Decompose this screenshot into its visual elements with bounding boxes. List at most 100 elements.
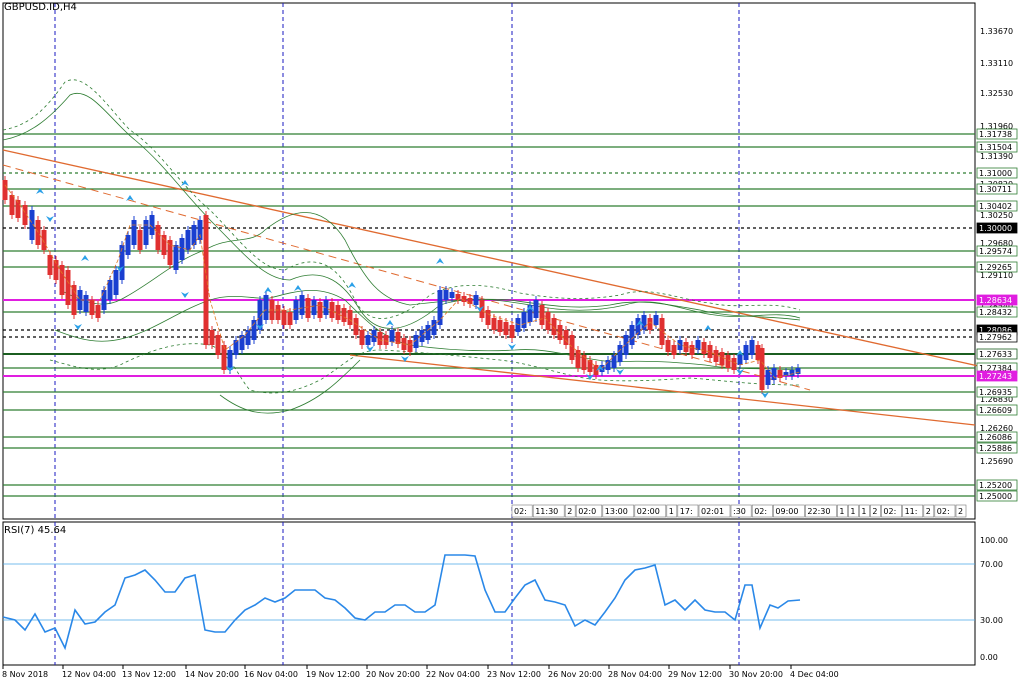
candle	[365, 335, 371, 345]
session-label: 1	[669, 507, 674, 516]
candle	[221, 345, 227, 370]
trendline-lower	[349, 354, 976, 426]
candle	[71, 285, 77, 315]
level-label: 1.25886	[979, 444, 1012, 453]
level-label: 1.26935	[979, 388, 1012, 397]
candle	[305, 298, 311, 318]
fractal-up-icon	[596, 365, 604, 371]
session-box	[859, 504, 870, 518]
candle	[185, 230, 191, 250]
fractal-up-icon	[294, 285, 302, 291]
fractal-down-icon	[401, 356, 409, 362]
candle	[239, 335, 245, 350]
candle	[783, 372, 789, 376]
session-box	[666, 504, 678, 518]
candle	[759, 348, 765, 390]
candle	[101, 290, 107, 310]
level-label: 1.25000	[979, 492, 1012, 501]
candle	[707, 345, 713, 358]
session-box	[934, 504, 956, 518]
price-axis-label: 1.29680	[980, 239, 1013, 248]
candle	[137, 230, 143, 250]
candle	[233, 340, 239, 355]
candle	[22, 205, 28, 225]
session-box	[955, 504, 967, 518]
trendline-upper	[2, 149, 1011, 374]
candle	[719, 352, 725, 365]
level-label-box	[976, 490, 1018, 502]
candle	[15, 200, 21, 218]
candle	[491, 318, 497, 330]
fractal-up-icon	[704, 325, 712, 331]
candle	[575, 350, 581, 368]
level-label: 1.31504	[979, 143, 1012, 152]
fractal-down-icon	[508, 344, 516, 350]
candle	[581, 355, 587, 370]
fractal-down-icon	[586, 374, 594, 380]
level-label-box	[976, 404, 1018, 416]
candle	[383, 335, 389, 345]
candle	[689, 345, 695, 355]
session-label: 02:	[883, 507, 896, 516]
candle	[251, 320, 257, 340]
session-label: 2	[872, 507, 877, 516]
candle	[461, 296, 467, 302]
candle	[695, 340, 701, 350]
envelope-upper	[2, 79, 801, 319]
candle	[503, 322, 509, 335]
fast-ma-line	[4, 184, 801, 379]
candle	[713, 350, 719, 362]
candle	[281, 310, 287, 325]
session-box	[837, 504, 848, 518]
candle	[665, 340, 671, 352]
candle	[191, 225, 197, 245]
symbol-title: GBPUSD.ID,H4	[4, 2, 77, 13]
candle	[557, 325, 563, 340]
rsi-axis-label: 70.00	[980, 560, 1003, 569]
fractal-down-icon	[761, 392, 769, 398]
candle	[299, 295, 305, 315]
candle	[509, 325, 515, 338]
candle	[485, 310, 491, 325]
time-axis-label: 4 Dec 04:00	[790, 670, 839, 679]
candle	[683, 342, 689, 352]
level-label-box	[976, 370, 1018, 382]
level-label: 1.30402	[979, 202, 1012, 211]
session-label: 1	[850, 507, 855, 516]
session-box	[532, 504, 565, 518]
candle	[777, 370, 783, 378]
candle	[65, 270, 71, 305]
candle	[629, 325, 635, 345]
level-label-box	[976, 200, 1018, 212]
main-panel	[2, 2, 976, 520]
fractal-up-icon	[526, 305, 534, 311]
candle	[287, 312, 293, 325]
candle	[545, 312, 551, 330]
candle	[353, 318, 359, 335]
candle	[731, 358, 737, 370]
candle	[149, 215, 155, 235]
candle	[227, 350, 233, 370]
candle	[323, 300, 329, 315]
level-label: 1.30000	[979, 224, 1012, 233]
candle	[83, 295, 89, 312]
level-label: 1.28432	[979, 308, 1012, 317]
candle	[671, 345, 677, 355]
session-box	[848, 504, 859, 518]
rsi-line	[2, 554, 801, 651]
session-strip: 02: 11:30 2 02:0 13:00 02:00 1 17: 02:01:30 02: 09…	[511, 504, 967, 518]
candle	[179, 238, 185, 260]
candle	[455, 294, 461, 300]
candle	[53, 260, 59, 280]
price-axis-label: 1.29110	[980, 271, 1013, 280]
session-box	[773, 504, 805, 518]
session-label: 1	[839, 507, 844, 516]
rsi-title: RSI(7) 45.64	[4, 525, 67, 536]
fractal-down-icon	[74, 324, 82, 330]
session-box	[602, 504, 635, 518]
price-axis-label: 1.25690	[980, 457, 1013, 466]
session-label: :30	[733, 507, 746, 516]
rsi-axis-label: 100.00	[980, 536, 1008, 545]
candle	[197, 220, 203, 240]
